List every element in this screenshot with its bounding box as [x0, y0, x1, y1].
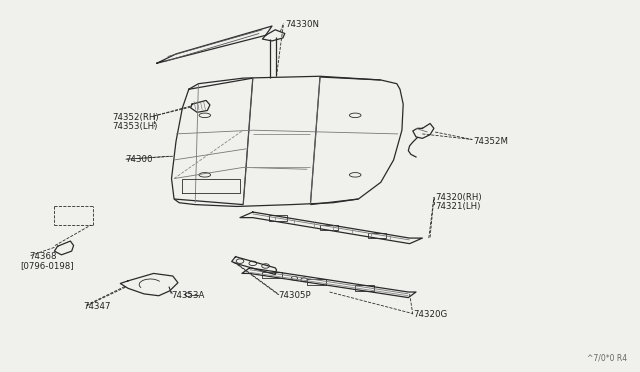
- Text: 74320G: 74320G: [413, 310, 447, 319]
- Text: 74353A: 74353A: [172, 291, 205, 300]
- Bar: [355, 285, 374, 291]
- Text: 74330N: 74330N: [285, 20, 319, 29]
- Text: 74368: 74368: [29, 252, 56, 261]
- Bar: [320, 225, 338, 230]
- Text: 74305P: 74305P: [278, 291, 311, 300]
- Text: 74300: 74300: [125, 155, 152, 164]
- Text: 74347: 74347: [83, 302, 111, 311]
- Text: 74321(LH): 74321(LH): [435, 202, 481, 211]
- Text: ^7/0*0 R4: ^7/0*0 R4: [587, 354, 627, 363]
- Text: [0796-0198]: [0796-0198]: [20, 262, 74, 270]
- Text: 74320(RH): 74320(RH): [435, 193, 482, 202]
- Text: 74352(RH): 74352(RH): [112, 113, 159, 122]
- Bar: [368, 233, 386, 238]
- Bar: [269, 215, 287, 221]
- Bar: [262, 272, 282, 278]
- Text: 74352M: 74352M: [474, 137, 509, 146]
- Text: 74353(LH): 74353(LH): [112, 122, 157, 131]
- Bar: [307, 279, 326, 285]
